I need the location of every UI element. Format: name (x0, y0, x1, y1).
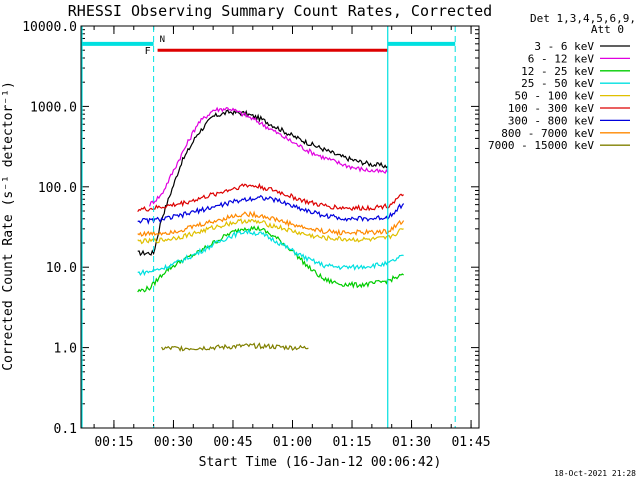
y-tick-label: 0.1 (54, 422, 77, 437)
series-line-100-300-kev (137, 182, 404, 213)
x-tick-label: 01:00 (273, 435, 312, 450)
legend-header-line-1: Det 1,3,4,5,6,9, (530, 12, 636, 25)
legend-label: 7000 - 15000 keV (488, 139, 594, 152)
x-axis-label: Start Time (16-Jan-12 00:06:42) (199, 455, 442, 470)
legend-label: 300 - 800 keV (508, 114, 594, 127)
plot-frame (80, 25, 480, 429)
series-line-300-800-kev (137, 194, 405, 225)
legend-label: 6 - 12 keV (528, 52, 595, 65)
series-line-3-6-kev (137, 108, 389, 257)
flag-layer: NF (81, 26, 456, 428)
flare-flag-label: F (145, 46, 151, 57)
chart-title: RHESSI Observing Summary Count Rates, Co… (68, 2, 492, 20)
x-tick-label: 01:30 (392, 435, 431, 450)
series-line-800-7000-kev (137, 210, 405, 237)
series-line-6-12-kev (149, 106, 389, 207)
y-tick-label: 10.0 (46, 261, 77, 276)
legend-label: 100 - 300 keV (508, 102, 594, 115)
series-line-7000-15000-kev (161, 342, 309, 352)
x-tick-label: 00:30 (154, 435, 193, 450)
y-tick-label: 100.0 (38, 181, 77, 196)
legend-header-line-2: Att 0 (591, 23, 624, 36)
legend-label: 800 - 7000 keV (501, 127, 594, 140)
legend-label: 50 - 100 keV (515, 90, 595, 103)
x-tick-label: 01:15 (332, 435, 371, 450)
x-tick-label: 00:15 (94, 435, 133, 450)
legend-label: 25 - 50 keV (521, 77, 594, 90)
series-line-50-100-kev (137, 218, 404, 245)
series-layer (137, 106, 405, 352)
y-axis-label: Corrected Count Rate (s⁻¹ detector⁻¹) (1, 81, 16, 371)
x-tick-label: 00:45 (213, 435, 252, 450)
timestamp: 18-Oct-2021 21:28 (554, 469, 636, 478)
y-tick-label: 1.0 (54, 342, 77, 357)
legend-label: 12 - 25 keV (521, 65, 594, 78)
y-tick-label: 10000.0 (22, 20, 77, 35)
legend-label: 3 - 6 keV (534, 40, 594, 53)
night-flag-label: N (160, 35, 165, 45)
x-tick-label: 01:45 (451, 435, 490, 450)
series-line-25-50-kev (137, 227, 404, 277)
y-tick-label: 1000.0 (30, 100, 77, 115)
